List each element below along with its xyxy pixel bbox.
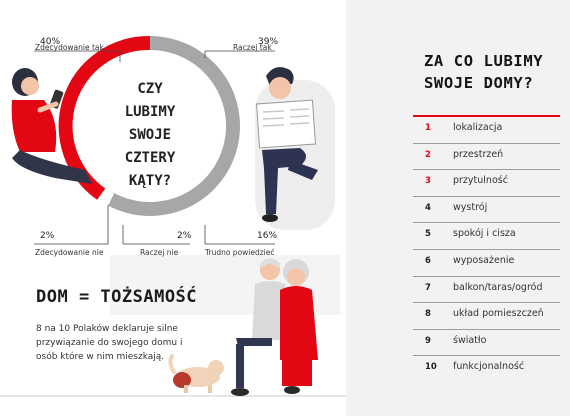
stat-label-zdecydowanie-tak: Zdecydowanie tak bbox=[35, 43, 104, 52]
ranking-label: przestrzeń bbox=[453, 148, 504, 160]
woman-reading-illustration bbox=[11, 68, 92, 184]
ranking-number: 10 bbox=[425, 362, 437, 373]
ranking-number: 9 bbox=[425, 335, 431, 346]
man-newspaper-illustration bbox=[255, 67, 318, 222]
ranking-item: 9 światło bbox=[413, 328, 560, 356]
ranking-number: 7 bbox=[425, 282, 431, 293]
ranking-label: przytulność bbox=[453, 175, 508, 187]
ranking-label: funkcjonalność bbox=[453, 361, 525, 373]
dom-description: 8 na 10 Polaków deklaruje silne przywiąz… bbox=[36, 324, 183, 362]
illustration-layer bbox=[0, 35, 346, 397]
ranking-item: 3 przytulność bbox=[413, 169, 560, 196]
floor-line bbox=[0, 395, 346, 397]
donut-gap bbox=[102, 191, 114, 207]
ranking-item: 2 przestrzeń bbox=[413, 142, 560, 170]
ranking-number: 3 bbox=[425, 176, 431, 187]
donut-question: CZY LUBIMY SWOJE CZTERY KĄTY? bbox=[100, 78, 200, 193]
ranking-item: 4 wystrój bbox=[413, 195, 560, 223]
donut-segment-raczej-tak bbox=[106, 36, 240, 216]
ranking-label: balkon/taras/ogród bbox=[453, 281, 543, 293]
ranking-item: 10 funkcjonalność bbox=[413, 355, 560, 382]
donut-question-line: LUBIMY bbox=[124, 104, 176, 120]
dog-illustration bbox=[168, 354, 224, 393]
ranking-number: 4 bbox=[425, 202, 431, 213]
ranking-number: 2 bbox=[425, 149, 431, 160]
ranking-list: 1 lokalizacja 2 przestrzeń 3 przytulność… bbox=[413, 115, 560, 382]
ranking-panel bbox=[346, 0, 570, 416]
ranking-title: ZA CO LUBIMY SWOJE DOMY? bbox=[424, 52, 544, 92]
stat-label-raczej-tak: Raczej tak bbox=[233, 43, 272, 52]
ranking-item: 1 lokalizacja bbox=[413, 115, 560, 143]
ranking-number: 8 bbox=[425, 309, 431, 320]
donut-question-line: SWOJE bbox=[128, 127, 172, 143]
stat-pct-raczej-tak: 39% bbox=[258, 37, 279, 47]
leader-lines bbox=[34, 50, 275, 245]
stat-label-raczej-nie: Raczej nie bbox=[140, 248, 179, 257]
ranking-item: 6 wyposażenie bbox=[413, 248, 560, 276]
ranking-label: wystrój bbox=[453, 201, 488, 213]
ranking-label: lokalizacja bbox=[453, 122, 503, 133]
ranking-number: 5 bbox=[425, 229, 431, 240]
elderly-couple-illustration bbox=[231, 258, 318, 396]
ranking-number: 1 bbox=[425, 123, 431, 133]
ranking-number: 6 bbox=[425, 255, 431, 266]
stat-label-zdecydowanie-nie: Zdecydowanie nie bbox=[35, 248, 104, 257]
donut-question-line: KĄTY? bbox=[128, 173, 172, 189]
ranking-label: spokój i cisza bbox=[453, 228, 516, 240]
ranking-label: układ pomieszczeń bbox=[453, 308, 544, 320]
ranking-label: wyposażenie bbox=[453, 254, 515, 266]
dom-title: DOM = TOŻSAMOŚĆ bbox=[36, 287, 198, 307]
stat-label-trudno-powiedziec: Trudno powiedzieć bbox=[205, 248, 275, 257]
ranking-label: światło bbox=[453, 334, 487, 346]
stat-pct-raczej-nie: 2% bbox=[177, 231, 192, 241]
donut-question-line: CZTERY bbox=[124, 150, 176, 166]
donut-chart bbox=[58, 35, 240, 216]
donut-segment-zdecydowanie-tak bbox=[58, 35, 150, 200]
stat-pct-trudno-powiedziec: 16% bbox=[257, 231, 278, 241]
ranking-item: 8 układ pomieszczeń bbox=[413, 302, 560, 329]
ranking-item: 5 spokój i cisza bbox=[413, 222, 560, 249]
donut-question-line: CZY bbox=[137, 81, 163, 97]
stat-pct-zdecydowanie-nie: 2% bbox=[40, 231, 55, 241]
infographic-left-panel: CZY LUBIMY SWOJE CZTERY KĄTY? 40% Zdecyd… bbox=[0, 35, 346, 397]
ranking-item: 7 balkon/taras/ogród bbox=[413, 275, 560, 303]
stat-pct-zdecydowanie-tak: 40% bbox=[40, 37, 61, 47]
